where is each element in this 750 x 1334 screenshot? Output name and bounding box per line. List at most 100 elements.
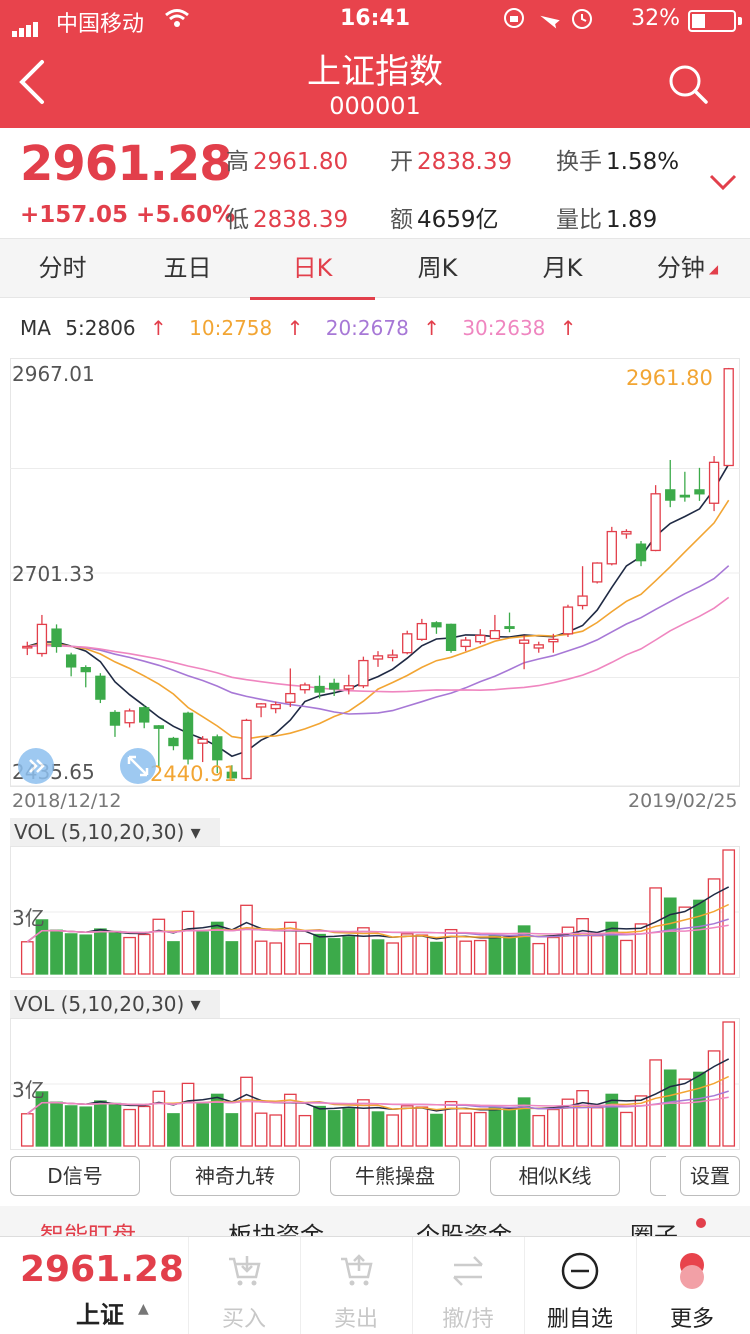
quote-panel: 2961.28 +157.05 +5.60% 高 2961.80 低 2838.39…: [0, 128, 750, 238]
volume-ratio-field: 量比 1.89: [556, 200, 657, 234]
start-date: 2018/12/12: [12, 790, 122, 812]
volume-ma5-line: [26, 1058, 730, 1115]
volume-bar: [546, 1108, 560, 1147]
tab-sector-funds[interactable]: 板块资金: [228, 1222, 324, 1236]
volume-bar: [444, 928, 458, 975]
volume-bar: [693, 899, 706, 975]
volume-bar: [459, 1112, 473, 1147]
volume-bar: [693, 1071, 706, 1147]
chevron-down-icon[interactable]: [708, 172, 738, 192]
candle-body: [533, 644, 544, 649]
y-label-top: 2967.01: [12, 362, 95, 386]
caret-up-icon[interactable]: ▲: [138, 1301, 149, 1317]
volume-bar: [123, 936, 136, 975]
triangle-icon: ◢: [708, 262, 719, 276]
amount-value: 4659亿: [417, 207, 499, 233]
volume-bar: [108, 930, 122, 975]
status-bar: 中国移动 16:41 32%: [0, 0, 750, 40]
arrow-up-icon: ↑: [423, 316, 440, 340]
candle-body: [314, 685, 325, 693]
volume-ma5-line: [26, 886, 730, 943]
candle-body: [489, 630, 501, 640]
candle-body: [431, 622, 442, 628]
tab-monthly-k[interactable]: 月K: [542, 254, 583, 282]
candle-body: [109, 711, 121, 726]
candle-body: [270, 703, 281, 710]
candle-body: [95, 675, 106, 700]
settings-button[interactable]: 设置: [680, 1156, 740, 1196]
volume-bar: [590, 935, 604, 975]
candle-body: [182, 712, 194, 760]
candle-body: [285, 692, 296, 703]
magic-nine-button[interactable]: 神奇九转: [170, 1156, 300, 1196]
scroll-left-icon[interactable]: [18, 748, 54, 784]
turnover-field: 换手 1.58%: [556, 142, 679, 176]
tab-intraday[interactable]: 分时: [38, 254, 87, 282]
bottom-bar: 2961.28 上证 ▲ 买入 卖出 撤/持 删自选 更多: [0, 1236, 750, 1334]
candle-body: [402, 633, 413, 654]
volume-bar: [430, 941, 443, 975]
tab-stock-funds[interactable]: 个股资金: [416, 1222, 512, 1236]
bull-bear-button[interactable]: 牛熊操盘: [330, 1156, 460, 1196]
volume-bar: [473, 1111, 487, 1147]
remove-watchlist-button[interactable]: 删自选: [524, 1237, 636, 1334]
volume-bar: [50, 929, 63, 975]
candle-body: [299, 684, 311, 691]
tab-five-day[interactable]: 五日: [163, 254, 212, 282]
high-value: 2961.80: [253, 149, 349, 175]
volume-indicator-selector-2[interactable]: VOL (5,10,20,30) ▾: [10, 990, 220, 1018]
more-button[interactable]: 更多: [636, 1237, 748, 1334]
tab-circle[interactable]: 圈子: [630, 1222, 678, 1236]
change-percent: +5.60%: [136, 202, 236, 228]
volume-bar: [415, 934, 429, 975]
volume-indicator-selector-1[interactable]: VOL (5,10,20,30) ▾: [10, 818, 220, 846]
buy-button[interactable]: 买入: [188, 1237, 300, 1334]
stock-code: 000001: [329, 92, 421, 120]
tab-minute[interactable]: 分钟 ◢: [625, 239, 750, 299]
volume-bar: [546, 936, 560, 975]
volume-bar: [225, 1113, 239, 1147]
volume-bar: [488, 1106, 502, 1147]
volume-bar: [94, 928, 107, 975]
candle-body: [562, 606, 574, 635]
bottom-stock-name[interactable]: 上证: [76, 1301, 124, 1329]
volume-bar: [400, 1105, 414, 1147]
kline-chart[interactable]: [10, 358, 740, 812]
candle-body: [577, 595, 588, 607]
candle-body: [445, 623, 457, 652]
volume-chart-1: [10, 846, 740, 978]
candle-body: [153, 725, 164, 729]
volume-bar: [590, 1107, 604, 1147]
sell-button[interactable]: 卖出: [300, 1237, 412, 1334]
back-icon[interactable]: [14, 58, 54, 106]
cancel-hold-button[interactable]: 撤/持: [412, 1237, 524, 1334]
signal-icon: [12, 12, 40, 37]
buy-label: 买入: [221, 1307, 266, 1332]
volume-bar: [576, 1090, 589, 1147]
tab-smart-monitor[interactable]: 智能盯盘: [40, 1222, 136, 1236]
expand-chart-icon[interactable]: [120, 748, 156, 784]
notification-dot: [696, 1218, 706, 1228]
search-icon[interactable]: [666, 62, 710, 106]
volume-bar: [357, 927, 370, 975]
volume-bar: [79, 934, 93, 975]
tab-daily-k[interactable]: 日K: [250, 239, 375, 300]
ma20-value: 20:2678 ↑: [326, 316, 448, 340]
battery-percent: 32%: [631, 6, 680, 31]
volume-bar: [254, 1112, 268, 1147]
volume-bar: [269, 1114, 283, 1147]
volume-bar: [634, 923, 648, 975]
volume-bar: [181, 1082, 195, 1147]
volume-bar: [254, 940, 268, 975]
volume-bar: [663, 897, 677, 975]
candle-body: [679, 494, 691, 498]
volume-bar: [167, 941, 180, 975]
d-signal-button[interactable]: D信号: [10, 1156, 140, 1196]
candle-body: [80, 667, 91, 673]
tab-weekly-k[interactable]: 周K: [417, 254, 458, 282]
volume-bar: [181, 910, 195, 975]
volume-bar: [517, 925, 531, 975]
volume-bar: [517, 1097, 531, 1147]
minus-circle-icon: [561, 1252, 599, 1290]
similar-k-button[interactable]: 相似K线: [490, 1156, 620, 1196]
